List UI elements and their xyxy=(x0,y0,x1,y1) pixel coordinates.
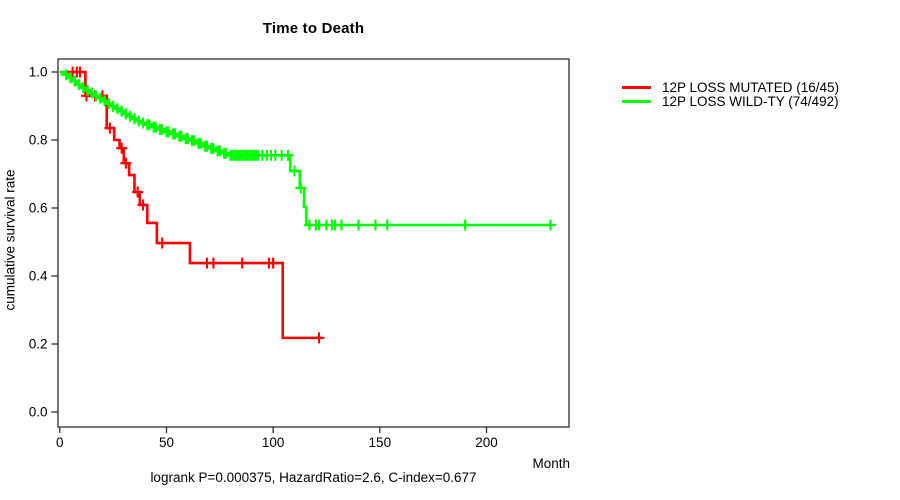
stats-footer: logrank P=0.000375, HazardRatio=2.6, C-i… xyxy=(150,470,477,485)
y-tick-label: 1.0 xyxy=(29,65,48,80)
x-tick-label: 50 xyxy=(159,435,174,450)
legend-item-mutated: 12P LOSS MUTATED (16/45) xyxy=(622,79,840,95)
x-tick-label: 100 xyxy=(262,435,285,450)
y-tick-label: 0.4 xyxy=(29,269,48,284)
y-tick-label: 0.6 xyxy=(29,201,48,216)
survival-curve-1 xyxy=(59,70,553,227)
legend: 12P LOSS MUTATED (16/45) 12P LOSS WILD-T… xyxy=(622,79,840,109)
chart-title: Time to Death xyxy=(262,20,365,37)
legend-label-mutated: 12P LOSS MUTATED (16/45) xyxy=(662,79,840,95)
y-tick-label: 0.0 xyxy=(29,405,48,420)
legend-line-red-icon xyxy=(622,85,651,89)
x-tick-label: 150 xyxy=(369,435,392,450)
legend-label-wildtype: 12P LOSS WILD-TY (74/492) xyxy=(662,93,839,109)
legend-item-wildtype: 12P LOSS WILD-TY (74/492) xyxy=(622,93,839,109)
x-tick-label: 0 xyxy=(56,435,64,450)
x-axis-unit: Month xyxy=(532,456,570,471)
survival-curve-0 xyxy=(59,70,323,340)
plot-frame xyxy=(57,58,570,428)
legend-line-green-icon xyxy=(622,99,651,103)
y-tick-label: 0.2 xyxy=(29,337,48,352)
y-tick-label: 0.8 xyxy=(29,133,48,148)
x-tick-label: 200 xyxy=(475,435,498,450)
